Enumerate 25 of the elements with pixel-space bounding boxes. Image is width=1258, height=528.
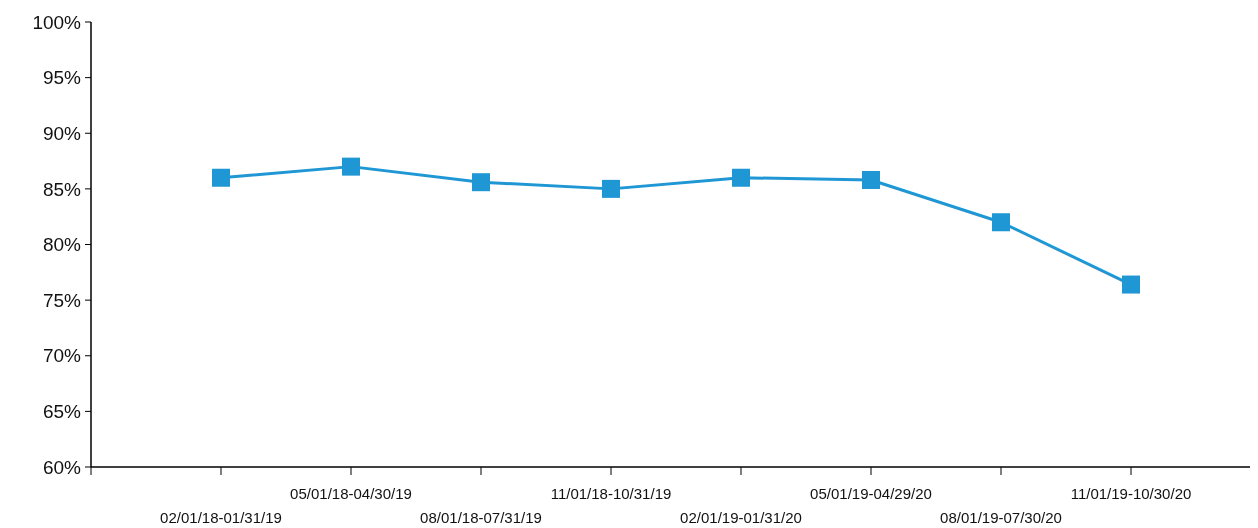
point xyxy=(472,173,490,192)
y-tick-label: 90% xyxy=(42,122,82,144)
y-tick-label: 65% xyxy=(42,401,82,423)
point xyxy=(602,179,620,198)
y-tick-label: 80% xyxy=(42,234,82,256)
point xyxy=(862,170,880,189)
y-tick-label: 85% xyxy=(42,178,82,200)
x-tick-label: 08/01/18-07/31/19 xyxy=(420,509,542,526)
y-tick-label: 70% xyxy=(42,345,82,367)
x-tick-label: 02/01/18-01/31/19 xyxy=(160,509,282,526)
y-tick-label: 100% xyxy=(32,11,82,33)
point xyxy=(1122,275,1140,294)
point xyxy=(992,213,1010,232)
x-tick-label: 08/01/19-07/30/20 xyxy=(940,509,1062,526)
x-tick-label: 11/01/19-10/30/20 xyxy=(1070,485,1192,502)
point xyxy=(212,168,230,187)
point xyxy=(732,168,750,187)
x-tick-label: 11/01/18-10/31/19 xyxy=(550,485,672,502)
y-tick-label: 75% xyxy=(42,289,82,311)
y-tick-label: 95% xyxy=(42,67,82,89)
x-tick-label: 02/01/19-01/31/20 xyxy=(680,509,802,526)
point xyxy=(342,157,360,176)
y-tick-label: 60% xyxy=(42,456,82,478)
x-tick-label: 05/01/18-04/30/19 xyxy=(290,485,412,502)
x-tick-label: 05/01/19-04/29/20 xyxy=(810,485,932,502)
